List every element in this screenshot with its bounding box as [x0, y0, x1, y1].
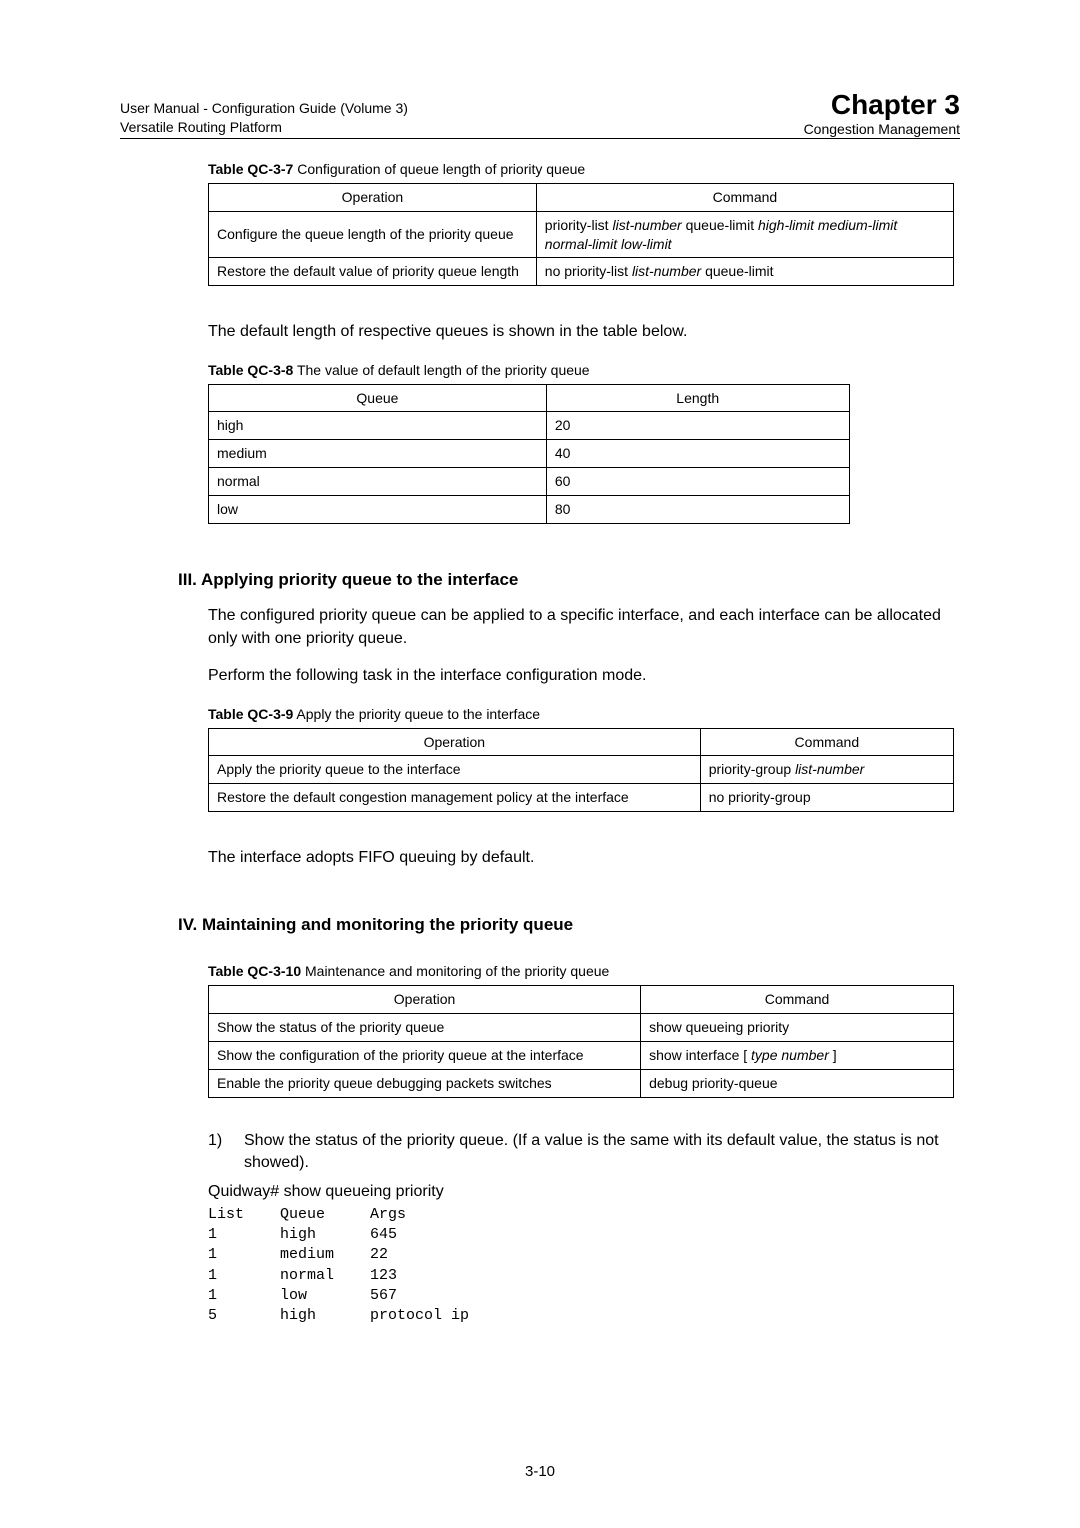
table-header-row: Operation Command [209, 728, 954, 756]
chapter-number: Chapter 3 [804, 90, 960, 121]
command-output-block: List Queue Args 1 high 645 1 medium 22 1… [208, 1205, 954, 1327]
section-iii-heading: III. Applying priority queue to the inte… [178, 570, 954, 590]
cmd-arg: list-number [612, 217, 681, 233]
paragraph-fifo: The interface adopts FIFO queuing by def… [208, 846, 954, 869]
cell-operation: Show the configuration of the priority q… [209, 1042, 641, 1070]
cmd-text: debug priority-queue [649, 1075, 777, 1091]
command-prompt-line: Quidway# show queueing priority [208, 1183, 954, 1201]
cmd-arg: list-number [632, 263, 701, 279]
table-qc-3-8: Queue Length high20 medium40 normal60 lo… [208, 384, 850, 524]
table-row: high20 [209, 412, 850, 440]
table-row: Show the status of the priority queue sh… [209, 1014, 954, 1042]
table-row: Restore the default congestion managemen… [209, 784, 954, 812]
section-iii-p2: Perform the following task in the interf… [208, 664, 954, 687]
cell-command: priority-group list-number [700, 756, 953, 784]
table-qc-3-9: Operation Command Apply the priority que… [208, 728, 954, 813]
col-queue: Queue [209, 384, 547, 412]
table-row: Show the configuration of the priority q… [209, 1042, 954, 1070]
table9-caption: Table QC-3-9 Apply the priority queue to… [208, 706, 954, 722]
table-row: Restore the default value of priority qu… [209, 258, 954, 286]
table-row: Apply the priority queue to the interfac… [209, 756, 954, 784]
col-command: Command [700, 728, 953, 756]
manual-title: User Manual - Configuration Guide (Volum… [120, 99, 408, 118]
table7-label: Table QC-3-7 [208, 161, 293, 177]
page-header: User Manual - Configuration Guide (Volum… [120, 90, 960, 139]
page-number: 3-10 [0, 1463, 1080, 1480]
table10-caption-text: Maintenance and monitoring of the priori… [301, 963, 609, 979]
table10-label: Table QC-3-10 [208, 963, 301, 979]
cell-command: no priority-group [700, 784, 953, 812]
col-operation: Operation [209, 986, 641, 1014]
cmd-text: show queueing priority [649, 1019, 789, 1035]
table9-label: Table QC-3-9 [208, 706, 293, 722]
table9-caption-text: Apply the priority queue to the interfac… [293, 706, 540, 722]
cell-operation: Restore the default congestion managemen… [209, 784, 701, 812]
cell-length: 40 [546, 440, 849, 468]
cell-operation: Enable the priority queue debugging pack… [209, 1070, 641, 1098]
cell-queue: normal [209, 468, 547, 496]
cell-queue: high [209, 412, 547, 440]
col-operation: Operation [209, 183, 537, 211]
table-qc-3-10: Operation Command Show the status of the… [208, 985, 954, 1098]
cmd-text: priority-list [545, 217, 613, 233]
table8-label: Table QC-3-8 [208, 362, 293, 378]
table-row: medium40 [209, 440, 850, 468]
table7-caption-text: Configuration of queue length of priorit… [293, 161, 585, 177]
cmd-text: ] [829, 1047, 837, 1063]
paragraph-default-length: The default length of respective queues … [208, 320, 954, 343]
table-qc-3-7: Operation Command Configure the queue le… [208, 183, 954, 287]
cmd-text: queue-limit [682, 217, 758, 233]
header-right: Chapter 3 Congestion Management [804, 90, 960, 137]
col-operation: Operation [209, 728, 701, 756]
cell-length: 60 [546, 468, 849, 496]
cell-queue: medium [209, 440, 547, 468]
cell-command: priority-list list-number queue-limit hi… [536, 211, 953, 258]
cell-operation: Restore the default value of priority qu… [209, 258, 537, 286]
cell-operation: Show the status of the priority queue [209, 1014, 641, 1042]
table-row: low80 [209, 496, 850, 524]
cell-command: no priority-list list-number queue-limit [536, 258, 953, 286]
table-header-row: Queue Length [209, 384, 850, 412]
table-row: normal60 [209, 468, 850, 496]
table7-caption: Table QC-3-7 Configuration of queue leng… [208, 161, 954, 177]
cmd-text: no priority-list [545, 263, 632, 279]
cmd-text: no priority-group [709, 789, 811, 805]
section-iii-p1: The configured priority queue can be app… [208, 604, 954, 650]
section-iv-heading: IV. Maintaining and monitoring the prior… [178, 915, 954, 935]
cell-command: show queueing priority [641, 1014, 954, 1042]
cell-command: debug priority-queue [641, 1070, 954, 1098]
cell-operation: Configure the queue length of the priori… [209, 211, 537, 258]
cell-length: 20 [546, 412, 849, 440]
table-header-row: Operation Command [209, 183, 954, 211]
col-command: Command [641, 986, 954, 1014]
col-length: Length [546, 384, 849, 412]
cell-queue: low [209, 496, 547, 524]
cmd-text: show interface [ [649, 1047, 751, 1063]
cell-length: 80 [546, 496, 849, 524]
cmd-text: priority-group [709, 761, 795, 777]
numbered-item-1: 1) Show the status of the priority queue… [208, 1130, 954, 1175]
table8-caption-text: The value of default length of the prior… [293, 362, 589, 378]
manual-subtitle: Versatile Routing Platform [120, 118, 408, 137]
item-number: 1) [208, 1130, 230, 1175]
cell-command: show interface [ type number ] [641, 1042, 954, 1070]
cmd-arg: list-number [795, 761, 864, 777]
cell-operation: Apply the priority queue to the interfac… [209, 756, 701, 784]
item-text: Show the status of the priority queue. (… [244, 1130, 954, 1175]
page-content: Table QC-3-7 Configuration of queue leng… [120, 161, 960, 1326]
table10-caption: Table QC-3-10 Maintenance and monitoring… [208, 963, 954, 979]
header-left: User Manual - Configuration Guide (Volum… [120, 99, 408, 137]
table-header-row: Operation Command [209, 986, 954, 1014]
table-row: Enable the priority queue debugging pack… [209, 1070, 954, 1098]
table8-caption: Table QC-3-8 The value of default length… [208, 362, 954, 378]
cmd-text: queue-limit [701, 263, 773, 279]
cmd-arg: type number [751, 1047, 829, 1063]
chapter-name: Congestion Management [804, 121, 960, 137]
col-command: Command [536, 183, 953, 211]
table-row: Configure the queue length of the priori… [209, 211, 954, 258]
